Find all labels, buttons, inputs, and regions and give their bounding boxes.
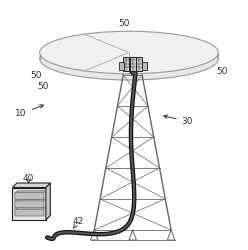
Text: 50: 50	[30, 70, 42, 80]
Polygon shape	[12, 183, 50, 188]
FancyBboxPatch shape	[15, 209, 44, 216]
FancyBboxPatch shape	[123, 56, 129, 71]
Text: 20: 20	[137, 34, 148, 43]
FancyBboxPatch shape	[15, 200, 44, 208]
Polygon shape	[46, 183, 50, 220]
Text: 30: 30	[164, 115, 193, 126]
FancyBboxPatch shape	[15, 192, 44, 200]
Text: 20: 20	[98, 62, 110, 71]
Text: 20: 20	[96, 34, 107, 43]
FancyBboxPatch shape	[136, 56, 142, 71]
Polygon shape	[15, 191, 46, 193]
Bar	[12, 188, 46, 220]
Ellipse shape	[40, 38, 218, 80]
Text: 50: 50	[118, 19, 130, 28]
Text: 40: 40	[23, 174, 34, 183]
FancyBboxPatch shape	[142, 62, 147, 70]
Text: 10: 10	[15, 105, 43, 118]
Text: 50: 50	[216, 67, 228, 76]
Text: 50: 50	[38, 82, 49, 91]
Ellipse shape	[40, 31, 218, 74]
Polygon shape	[15, 207, 46, 209]
FancyBboxPatch shape	[119, 62, 124, 70]
Text: 42: 42	[72, 217, 84, 228]
Polygon shape	[15, 199, 46, 201]
FancyBboxPatch shape	[130, 56, 136, 71]
